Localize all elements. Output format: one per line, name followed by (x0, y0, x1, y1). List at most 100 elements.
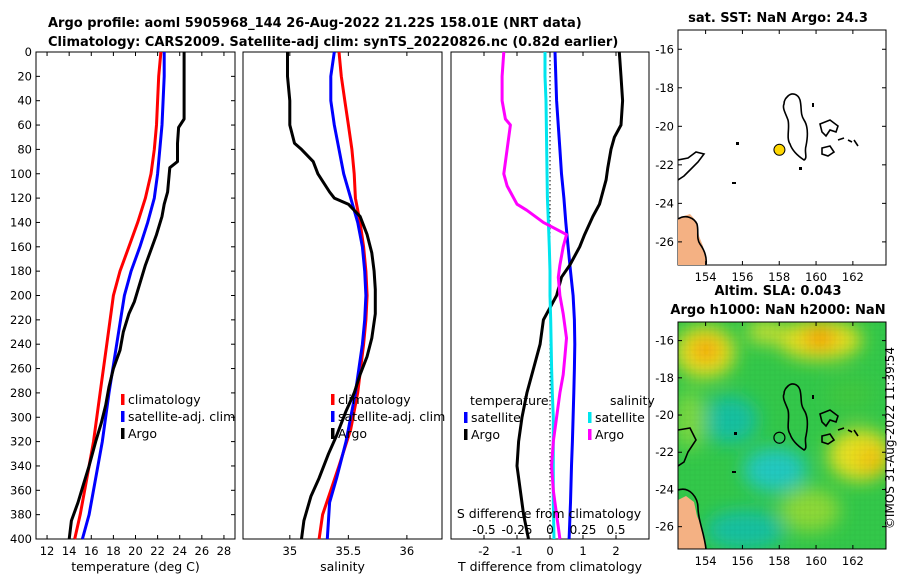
legend-swatch (121, 394, 125, 405)
legend-swatch (588, 429, 592, 440)
sla-heatmap (678, 322, 886, 549)
top-x-tick-label: -0.25 (501, 523, 532, 537)
legend-label: Argo (471, 427, 500, 442)
y-tick-label: 120 (10, 191, 32, 205)
x-tick-label: 156 (731, 554, 753, 568)
series-line-satellite-adj-clim (80, 52, 166, 540)
sla-map-panel: Altim. SLA: 0.043 Argo h1000: NaN h2000:… (655, 284, 887, 568)
salinity-marks: 35 35.5 36 salinity climatology satellite-adj… (283, 51, 445, 574)
difference-panel: -2 -1 0 1 2T difference from climatology -0.5… (450, 51, 655, 574)
temperature-marks: 0 20 40 60 80 100 120 140 160 180 200 220 240 260 280 3… (10, 45, 235, 574)
y-tick-label: 40 (17, 94, 32, 108)
x-tick-label: 14 (62, 544, 77, 558)
legend-header-salinity: salinity (610, 393, 655, 408)
coastline-loyalty-ouvea (837, 137, 859, 147)
y-tick-label: 340 (10, 459, 32, 473)
y-tick-label: 260 (10, 362, 32, 376)
legend-header-temperature: temperature (470, 393, 549, 408)
sla-map-axes: 154 156 158 160 162 -16 -18 -20 -22 -24 -26 (655, 322, 886, 568)
small-island (812, 103, 814, 107)
x-tick-label: 28 (217, 544, 232, 558)
series-line-argo (286, 52, 377, 540)
legend-label: satellite-adj. clim (128, 409, 235, 424)
top-axis-label: S difference from climatology (457, 506, 642, 521)
legend-label: Argo (338, 426, 367, 441)
x-tick-label: -1 (511, 544, 522, 558)
x-tick-label: 36 (400, 544, 415, 558)
small-island (732, 182, 736, 184)
series-line-salinity-argo (500, 51, 568, 540)
legend-swatch (331, 428, 335, 439)
y-tick-label: -24 (655, 482, 674, 496)
y-tick-label: -20 (655, 408, 674, 422)
series-line-temperature-argo (515, 51, 625, 540)
sla-map-frame (677, 321, 887, 550)
x-tick-label: 22 (150, 544, 165, 558)
top-x-tick-label: 0 (546, 523, 554, 537)
legend-swatch (331, 394, 335, 405)
coastline-loyalty-lifou (819, 409, 839, 428)
x-tick-label: 154 (695, 270, 717, 284)
x-tick-label: 0 (546, 544, 553, 558)
coastline-australia (678, 488, 707, 549)
land-mass (678, 496, 706, 549)
y-tick-label: -22 (655, 445, 674, 459)
temperature-panel: 0 20 40 60 80 100 120 140 160 180 200 220 240 260 280 3… (10, 45, 236, 574)
sst-map-coastlines (678, 93, 859, 265)
argo-location-marker (773, 431, 786, 444)
coastline-new-caledonia (782, 383, 809, 451)
y-tick-label: -18 (655, 81, 674, 95)
x-tick-label: 12 (40, 544, 55, 558)
coastline-australia (678, 216, 708, 265)
y-tick-label: -26 (655, 520, 674, 534)
y-tick-label: -16 (655, 334, 674, 348)
imos-watermark: ©IMOS 31-Aug-2022 11:39:54 (883, 347, 897, 529)
coastline-mainland-top (678, 427, 697, 467)
x-tick-label: 18 (106, 544, 121, 558)
legend-label: Argo (128, 426, 157, 441)
series-line-argo (67, 52, 186, 540)
y-tick-label: 360 (10, 483, 32, 497)
coastline-new-caledonia (782, 93, 809, 161)
y-tick-label: -18 (655, 371, 674, 385)
x-tick-label: 16 (84, 544, 99, 558)
y-tick-label: 0 (25, 45, 32, 59)
y-tick-label: 140 (10, 215, 32, 229)
y-tick-label: -20 (655, 119, 674, 133)
series-line-temperature-satellite (553, 51, 577, 540)
difference-marks: -2 -1 0 1 2T difference from climatology -0.5… (457, 51, 655, 574)
sst-map-axes: 154 156 158 160 162 -16 -18 -20 -22 -24 -26 (655, 30, 886, 284)
y-tick-label: 160 (10, 240, 32, 254)
y-tick-label: 380 (10, 508, 32, 522)
y-tick-label: 100 (10, 167, 32, 181)
salinity-axes-frame (242, 51, 443, 540)
y-tick-label: -22 (655, 158, 674, 172)
x-tick-label: 158 (768, 554, 790, 568)
legend-label: satellite-adj. clim (338, 409, 445, 424)
legend-swatch (121, 411, 125, 422)
x-tick-label: 160 (805, 270, 827, 284)
coastline-mainland-top (678, 151, 706, 181)
y-tick-label: 180 (10, 264, 32, 278)
y-tick-label: 280 (10, 386, 32, 400)
top-x-tick-label: -0.5 (472, 523, 495, 537)
small-island (736, 142, 739, 145)
sst-map-panel: sat. SST: NaN Argo: 24.3 154 156 158 160 162… (655, 11, 887, 284)
y-tick-label: -24 (655, 196, 674, 210)
sla-map-title-line-2: Argo h1000: NaN h2000: NaN (670, 303, 885, 318)
legend-swatch (588, 412, 592, 423)
x-tick-label: 160 (805, 554, 827, 568)
legend-label: climatology (128, 392, 201, 407)
coastline-loyalty-mare (821, 145, 836, 157)
x-tick-label: 1 (579, 544, 586, 558)
x-tick-label: 35.5 (336, 544, 362, 558)
small-island (732, 471, 736, 473)
legend-label: satellite (471, 410, 521, 425)
legend-swatch (121, 428, 125, 439)
y-tick-label: 400 (10, 532, 32, 546)
argo-location-marker (773, 143, 786, 156)
x-axis-label: T difference from climatology (457, 559, 643, 574)
y-tick-label: 220 (10, 313, 32, 327)
legend-label: Argo (595, 427, 624, 442)
